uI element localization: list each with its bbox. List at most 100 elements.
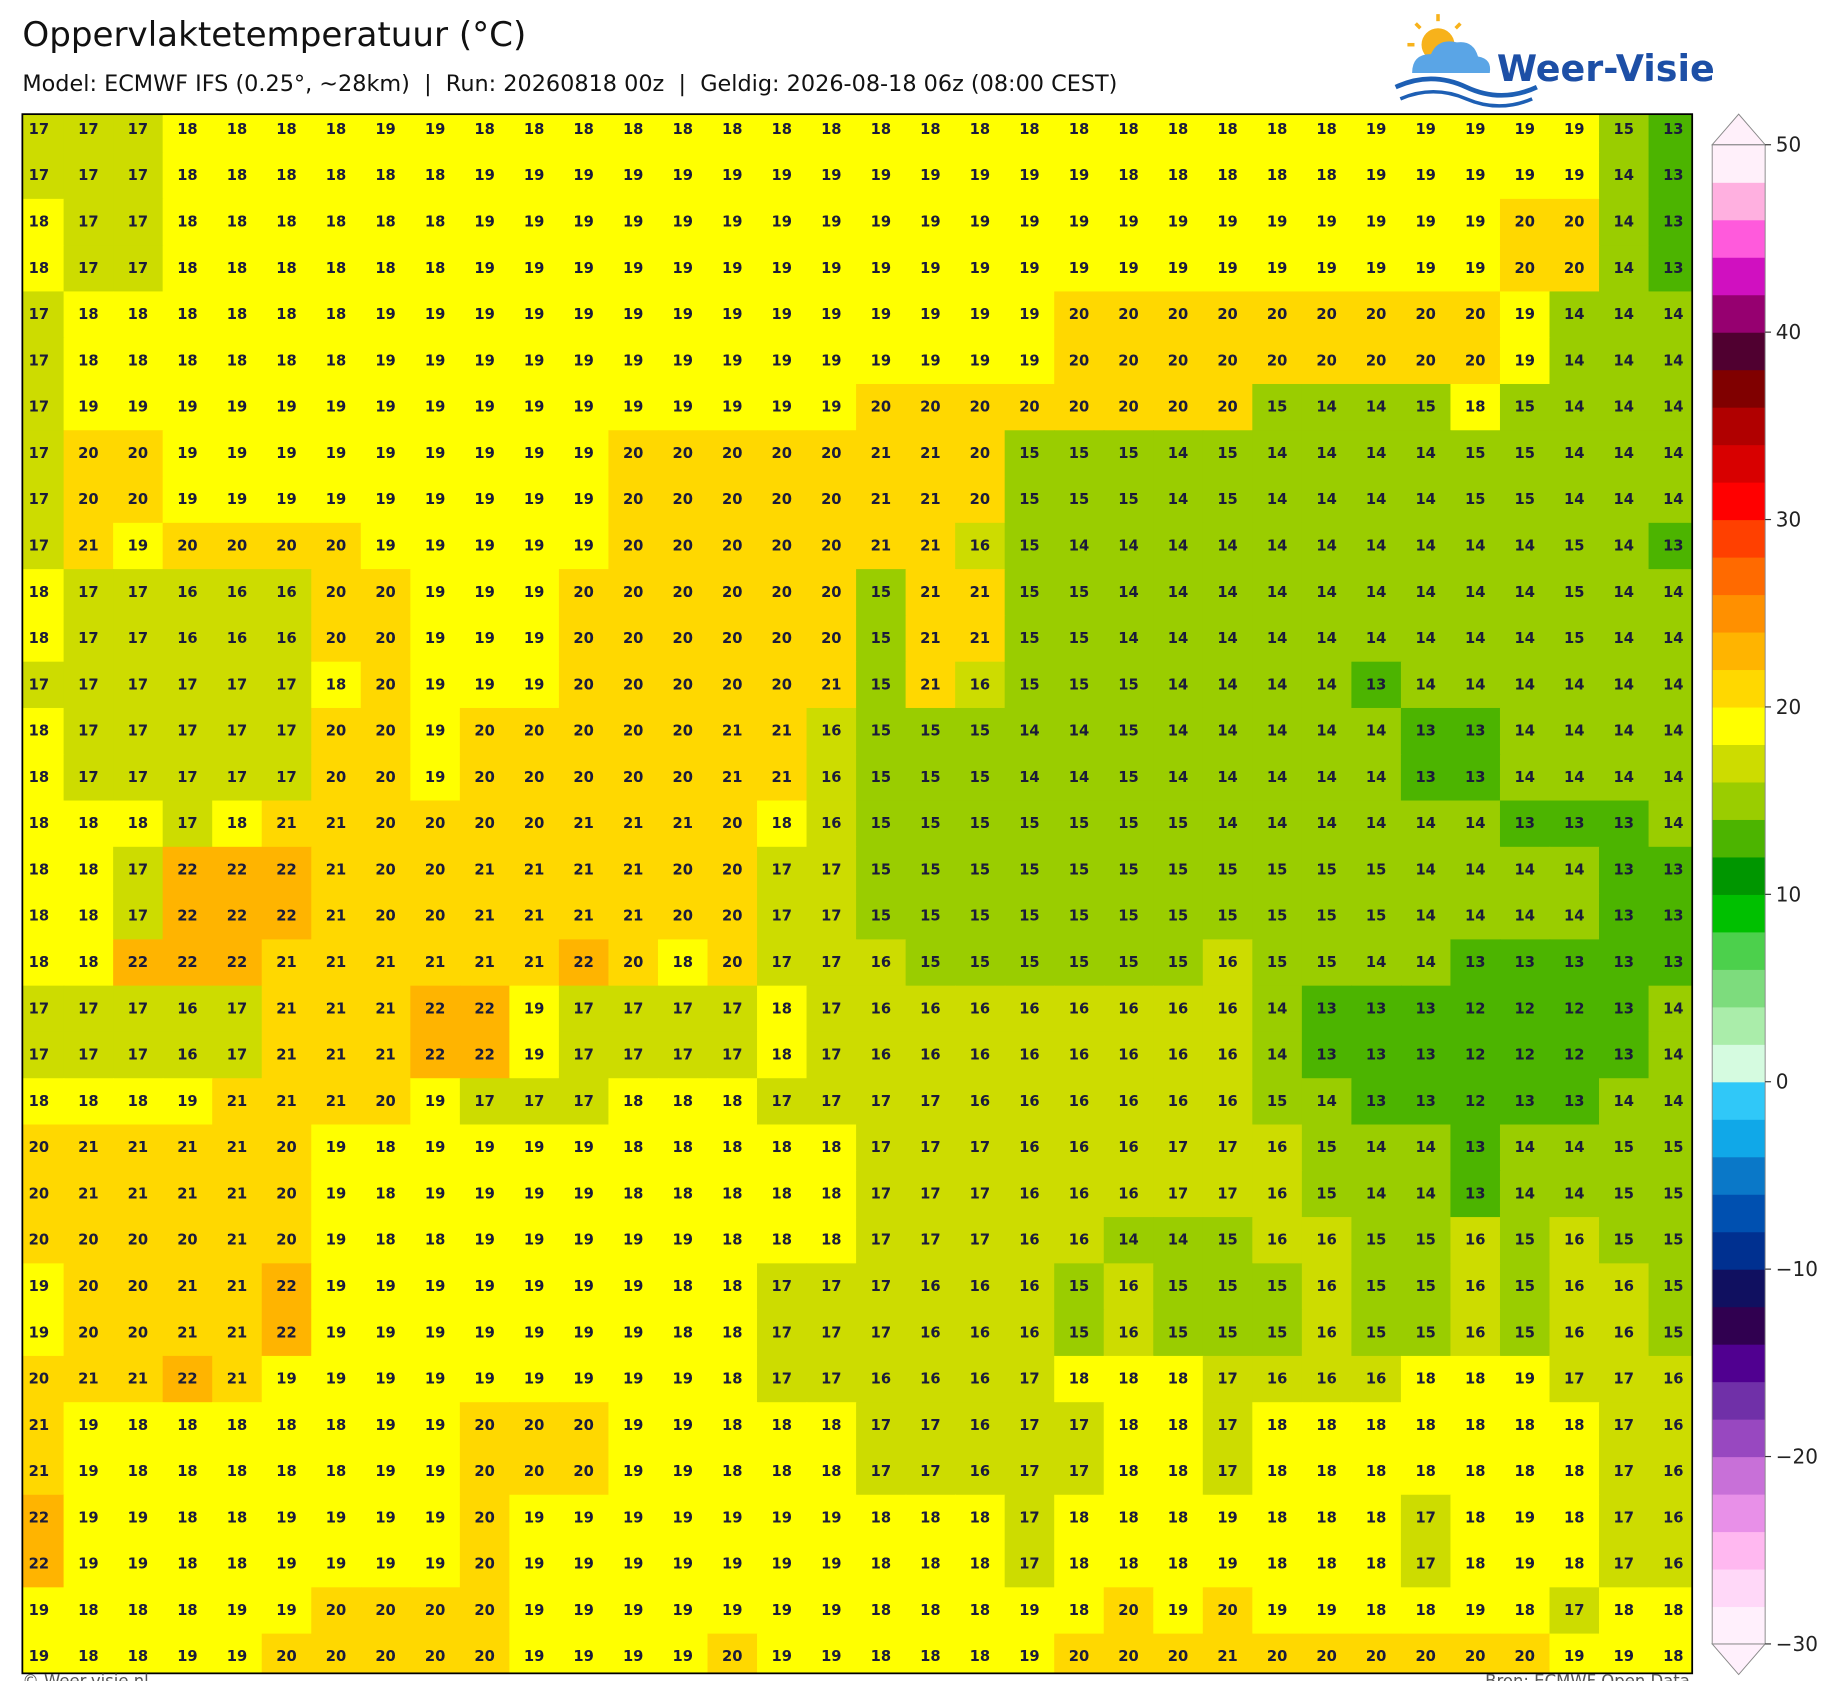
temperature-cell	[657, 337, 709, 385]
temperature-cell	[1153, 1402, 1204, 1450]
colorbar-band	[1712, 1419, 1766, 1458]
colorbar-band	[1712, 1531, 1766, 1570]
temperature-cell	[1450, 1587, 1501, 1635]
temperature-label: 18	[1614, 1602, 1634, 1619]
temperature-label: 22	[227, 908, 247, 925]
temperature-label: 18	[1267, 1509, 1287, 1526]
temperature-label: 18	[722, 1417, 742, 1434]
temperature-label: 19	[524, 167, 544, 184]
temperature-label: 18	[722, 1324, 742, 1341]
temperature-cell	[1301, 152, 1353, 200]
temperature-cell	[1054, 1541, 1105, 1589]
temperature-cell	[955, 1170, 1006, 1218]
temperature-label: 13	[1663, 954, 1683, 971]
temperature-cell	[1599, 615, 1650, 663]
temperature-cell	[757, 1587, 808, 1635]
colorbar-band	[1712, 781, 1766, 820]
temperature-cell	[212, 893, 263, 941]
temperature-cell	[1252, 939, 1303, 987]
temperature-cell	[1301, 1217, 1353, 1265]
temperature-label: 15	[970, 769, 990, 786]
temperature-label: 19	[772, 1602, 792, 1619]
temperature-cell	[1054, 152, 1105, 200]
colorbar-band	[1712, 557, 1766, 596]
temperature-label: 20	[1316, 352, 1336, 369]
temperature-label: 18	[177, 214, 197, 231]
temperature-label: 20	[375, 908, 395, 925]
temperature-cell	[1301, 1309, 1353, 1357]
temperature-label: 18	[722, 121, 742, 138]
temperature-cell	[162, 1494, 213, 1542]
temperature-label: 17	[821, 1278, 841, 1295]
temperature-cell	[1351, 1170, 1402, 1218]
temperature-label: 20	[375, 723, 395, 740]
temperature-label: 20	[128, 1278, 148, 1295]
temperature-label: 20	[821, 537, 841, 554]
temperature-cell	[1004, 383, 1055, 431]
temperature-cell	[905, 707, 956, 755]
temperature-cell	[558, 1448, 610, 1496]
temperature-cell	[608, 1031, 659, 1079]
temperature-cell	[1599, 1078, 1650, 1126]
temperature-label: 18	[1366, 1602, 1386, 1619]
temperature-cell	[1400, 1402, 1452, 1450]
temperature-label: 21	[326, 1047, 346, 1064]
colorbar-band	[1712, 1306, 1766, 1345]
temperature-label: 17	[772, 908, 792, 925]
temperature-label: 20	[1168, 306, 1188, 323]
temperature-cell	[955, 1587, 1006, 1635]
temperature-cell	[707, 893, 758, 941]
temperature-label: 20	[1564, 214, 1584, 231]
temperature-label: 19	[1515, 352, 1535, 369]
temperature-cell	[1202, 1541, 1254, 1589]
temperature-label: 21	[326, 1093, 346, 1110]
temperature-cell	[162, 707, 213, 755]
temperature-cell	[360, 1355, 412, 1403]
temperature-cell	[707, 1541, 758, 1589]
temperature-cell	[261, 1402, 312, 1450]
temperature-label: 17	[573, 1093, 593, 1110]
temperature-label: 20	[1168, 1648, 1188, 1665]
temperature-label: 20	[524, 769, 544, 786]
colorbar-tick-label: −20	[1776, 1445, 1818, 1469]
temperature-label: 14	[1168, 491, 1188, 508]
temperature-cell	[1054, 1448, 1105, 1496]
temperature-cell	[1648, 245, 1693, 293]
temperature-cell	[707, 985, 758, 1033]
temperature-label: 19	[722, 260, 742, 277]
temperature-cell	[608, 939, 659, 987]
temperature-label: 19	[573, 1648, 593, 1665]
temperature-label: 15	[1515, 1278, 1535, 1295]
temperature-cell	[757, 114, 808, 154]
temperature-cell	[410, 846, 461, 894]
temperature-cell	[856, 1633, 907, 1674]
temperature-label: 14	[1415, 584, 1435, 601]
temperature-cell	[1252, 846, 1303, 894]
temperature-label: 18	[772, 815, 792, 832]
temperature-label: 21	[227, 1139, 247, 1156]
temperature-label: 14	[1267, 1000, 1287, 1017]
temperature-cell	[1103, 383, 1154, 431]
temperature-label: 20	[1069, 306, 1089, 323]
temperature-label: 19	[227, 1648, 247, 1665]
temperature-label: 19	[1217, 1509, 1237, 1526]
temperature-cell	[1252, 1031, 1303, 1079]
temperature-label: 16	[970, 1417, 990, 1434]
temperature-cell	[707, 1587, 758, 1635]
colorbar-band	[1712, 1081, 1766, 1120]
temperature-label: 14	[1614, 491, 1634, 508]
temperature-cell	[1153, 476, 1204, 524]
temperature-label: 20	[375, 861, 395, 878]
temperature-label: 21	[177, 1324, 197, 1341]
temperature-cell	[1351, 1494, 1402, 1542]
temperature-label: 17	[871, 1278, 891, 1295]
temperature-label: 20	[1267, 352, 1287, 369]
temperature-label: 20	[1316, 306, 1336, 323]
temperature-cell	[113, 1587, 164, 1635]
temperature-cell	[707, 522, 758, 570]
temperature-cell	[509, 1078, 560, 1126]
temperature-label: 16	[1663, 1463, 1683, 1480]
temperature-cell	[261, 291, 312, 339]
temperature-label: 20	[623, 676, 643, 693]
temperature-cell	[1648, 1448, 1693, 1496]
